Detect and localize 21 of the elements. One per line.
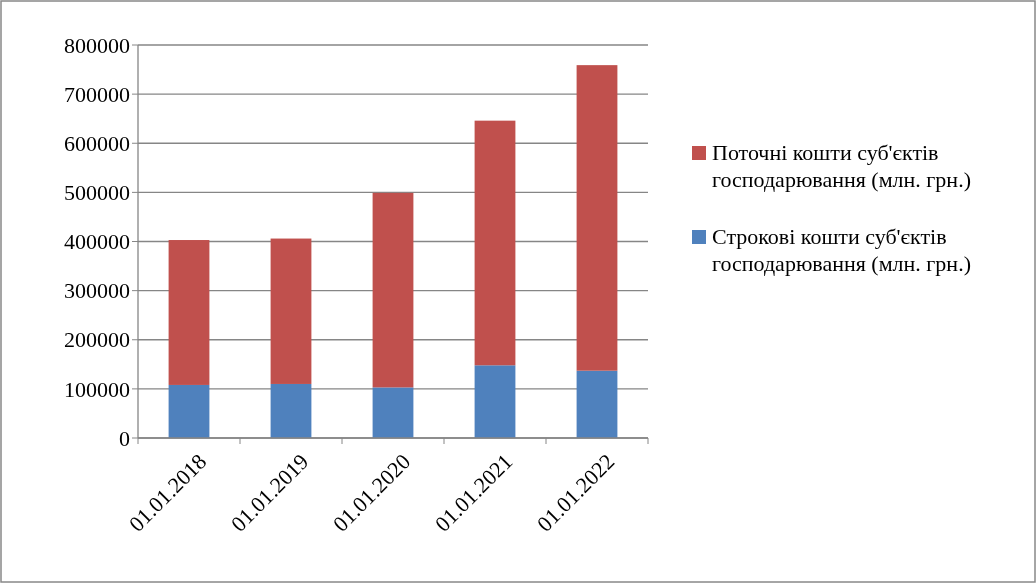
bar xyxy=(372,387,414,438)
y-tick-label: 700000 xyxy=(64,81,130,107)
y-tick-label: 100000 xyxy=(64,376,130,402)
bar xyxy=(474,120,516,366)
y-tick-label: 200000 xyxy=(64,327,130,353)
legend-label: Поточні кошти суб'єктів господарювання (млн. грн.) xyxy=(712,140,971,192)
bar xyxy=(168,240,210,385)
bar xyxy=(576,370,618,438)
y-tick-label: 500000 xyxy=(64,180,130,206)
bar xyxy=(474,365,516,438)
y-tick-label: 400000 xyxy=(64,229,130,255)
y-tick-label: 600000 xyxy=(64,130,130,156)
legend-label: Строкові кошти суб'єктів господарювання (млн. грн.) xyxy=(712,224,971,276)
bar xyxy=(372,192,414,388)
bar xyxy=(576,65,618,371)
bar xyxy=(270,383,312,438)
bar xyxy=(270,238,312,384)
y-tick-label: 300000 xyxy=(64,278,130,304)
bar xyxy=(168,384,210,438)
y-tick-label: 800000 xyxy=(64,32,130,58)
y-tick-label: 0 xyxy=(119,425,130,451)
